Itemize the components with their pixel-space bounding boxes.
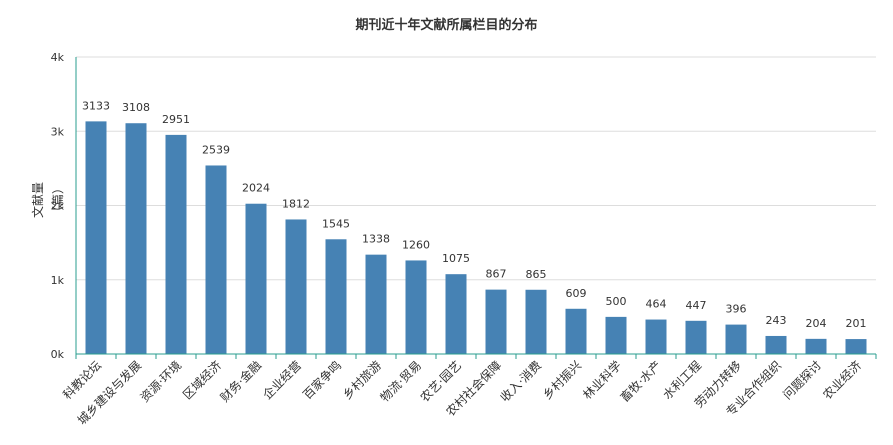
bar-value-label: 3133 [82,99,110,112]
y-tick-label: 4k [51,51,65,64]
bar [645,319,667,354]
chart-title: 期刊近十年文献所属栏目的分布 [355,18,538,33]
bar-value-label: 865 [526,268,547,281]
x-category-label: 收入·消费 [498,358,545,405]
bar-value-label: 3108 [122,101,150,114]
x-category-label: 财务·金融 [217,358,264,405]
bar [405,260,427,354]
bar [525,289,547,354]
x-category-label: 百家争鸣 [300,358,345,403]
bar-value-label: 867 [486,268,507,281]
x-category-label: 资源·环境 [137,358,184,405]
bar-value-label: 201 [846,317,867,330]
bar-value-label: 204 [806,317,827,330]
bar [245,203,267,354]
bar [445,274,467,354]
bar [285,219,307,354]
x-category-label: 乡村振兴 [540,358,584,402]
bar-value-label: 2951 [162,113,190,126]
bar-value-label: 2539 [202,143,230,156]
y-tick-label: 1k [51,274,65,287]
bar-value-label: 447 [686,299,707,312]
bar [85,121,107,354]
bar [725,324,747,354]
y-tick-label: 3k [51,125,65,138]
x-category-label: 企业经营 [260,358,305,403]
bar-value-label: 1545 [322,217,350,230]
bar [365,254,387,354]
x-category-label: 畜牧·水产 [617,358,664,405]
bar [205,165,227,354]
bar [125,123,147,354]
bar-value-label: 243 [766,314,787,327]
x-category-label: 问题探讨 [780,358,824,402]
y-tick-label: 0k [51,348,65,361]
bar-value-label: 396 [726,303,747,316]
bar-value-label: 1075 [442,252,470,265]
bar [765,335,787,354]
y-tick-label: 2k [51,200,65,213]
bar-value-label: 464 [646,298,667,311]
bar-value-label: 500 [606,295,627,308]
bar [165,134,187,354]
bar [565,308,587,354]
bar [485,289,507,354]
bar-value-label: 1260 [402,238,430,251]
bar [805,338,827,354]
bar [845,339,867,354]
bar [685,320,707,354]
bar-value-label: 1812 [282,197,310,210]
bar-value-label: 2024 [242,182,270,195]
bar-value-label: 609 [566,287,587,300]
x-category-label: 农业经济 [820,358,865,403]
bar-value-label: 1338 [362,233,390,246]
x-category-label: 物流·贸易 [378,358,425,405]
bar [605,316,627,354]
bar [325,239,347,354]
